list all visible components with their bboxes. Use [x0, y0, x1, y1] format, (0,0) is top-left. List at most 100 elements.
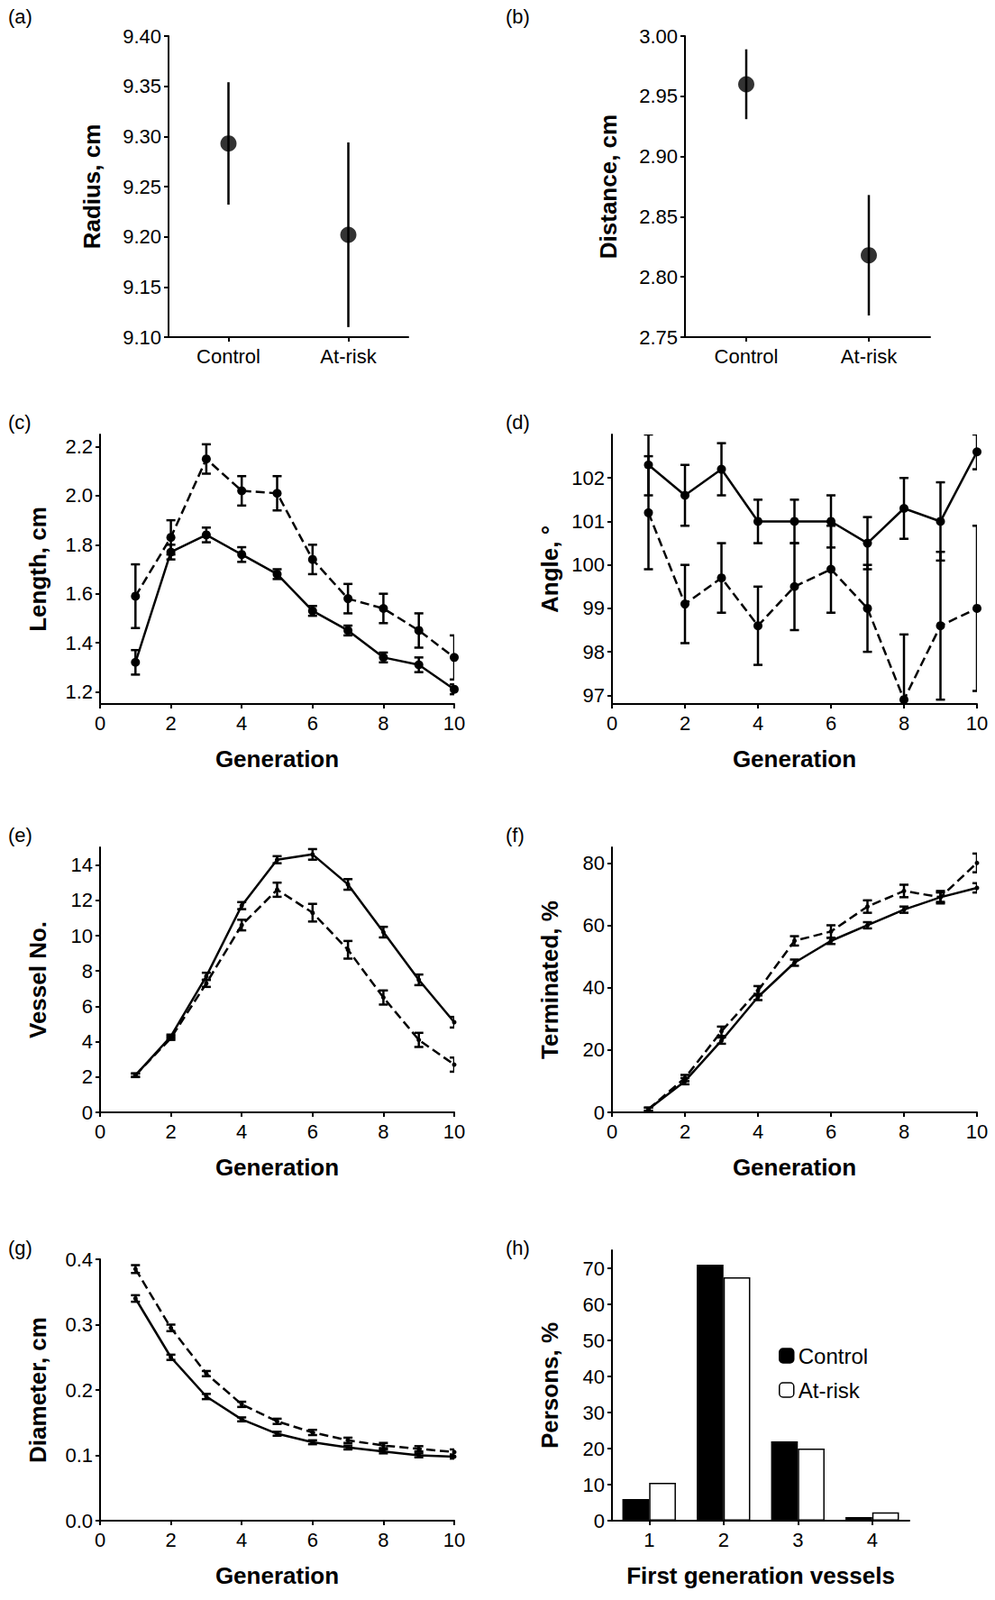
svg-text:12: 12 [71, 888, 93, 912]
svg-text:2.2: 2.2 [64, 435, 93, 458]
svg-text:0: 0 [593, 1509, 605, 1533]
svg-text:0: 0 [606, 1120, 618, 1143]
svg-text:2: 2 [82, 1065, 93, 1088]
svg-text:At-risk: At-risk [840, 345, 898, 368]
svg-text:4: 4 [236, 1528, 247, 1552]
svg-text:Control: Control [798, 1343, 868, 1369]
svg-text:9.20: 9.20 [122, 225, 162, 248]
svg-text:9.40: 9.40 [122, 25, 162, 48]
svg-text:3.00: 3.00 [638, 25, 678, 48]
svg-text:At-risk: At-risk [319, 345, 377, 368]
svg-text:20: 20 [583, 1437, 605, 1461]
svg-text:1.4: 1.4 [64, 631, 93, 655]
svg-text:Diameter, cm: Diameter, cm [24, 1316, 52, 1463]
svg-text:2: 2 [679, 712, 691, 735]
svg-text:(a): (a) [8, 5, 33, 28]
svg-text:0: 0 [94, 1120, 106, 1143]
svg-text:Vessel No.: Vessel No. [24, 921, 52, 1039]
svg-text:First generation vessels: First generation vessels [626, 1561, 895, 1589]
svg-text:8: 8 [898, 1120, 910, 1143]
svg-text:0.1: 0.1 [64, 1443, 93, 1467]
svg-text:6: 6 [307, 1528, 319, 1552]
svg-text:0: 0 [94, 712, 106, 735]
svg-text:1.2: 1.2 [64, 680, 93, 703]
svg-text:Distance, cm: Distance, cm [594, 114, 622, 259]
svg-text:0: 0 [593, 1101, 605, 1124]
svg-text:2.80: 2.80 [638, 265, 678, 289]
svg-text:8: 8 [377, 1120, 389, 1143]
svg-text:3: 3 [792, 1528, 804, 1552]
svg-text:50: 50 [583, 1329, 605, 1352]
svg-text:Control: Control [196, 345, 261, 368]
svg-text:(c): (c) [8, 410, 32, 434]
svg-text:0.4: 0.4 [64, 1248, 93, 1271]
svg-text:10: 10 [443, 712, 466, 735]
svg-text:4: 4 [82, 1030, 93, 1053]
svg-text:Generation: Generation [215, 1561, 339, 1589]
svg-text:2: 2 [679, 1120, 691, 1143]
svg-text:9.35: 9.35 [122, 74, 162, 98]
svg-text:Radius, cm: Radius, cm [78, 124, 106, 250]
svg-text:Generation: Generation [215, 745, 339, 773]
svg-text:Generation: Generation [732, 1153, 857, 1181]
svg-text:2.90: 2.90 [638, 145, 678, 168]
svg-text:Persons, %: Persons, % [536, 1322, 564, 1449]
svg-text:40: 40 [583, 976, 605, 999]
svg-text:8: 8 [377, 712, 389, 735]
svg-text:80: 80 [583, 851, 605, 875]
svg-text:2: 2 [164, 1528, 176, 1552]
svg-text:Length, cm: Length, cm [24, 506, 52, 632]
svg-text:14: 14 [71, 853, 93, 877]
svg-text:6: 6 [825, 712, 837, 735]
svg-text:2.95: 2.95 [638, 84, 678, 108]
svg-text:Generation: Generation [215, 1153, 339, 1181]
svg-text:(d): (d) [505, 410, 530, 434]
svg-text:4: 4 [236, 712, 247, 735]
svg-text:9.15: 9.15 [122, 275, 162, 299]
svg-text:4: 4 [867, 1528, 878, 1552]
svg-text:10: 10 [443, 1528, 466, 1552]
svg-text:20: 20 [583, 1038, 605, 1061]
svg-text:6: 6 [307, 1120, 319, 1143]
svg-text:(f): (f) [505, 823, 525, 847]
svg-text:10: 10 [71, 924, 93, 948]
svg-text:2.75: 2.75 [638, 326, 678, 349]
svg-text:101: 101 [571, 510, 605, 533]
svg-text:(e): (e) [8, 823, 33, 847]
svg-text:30: 30 [583, 1401, 605, 1425]
svg-text:Angle, °: Angle, ° [536, 525, 564, 613]
svg-text:6: 6 [825, 1120, 837, 1143]
svg-text:9.30: 9.30 [122, 125, 162, 148]
svg-text:Control: Control [714, 345, 779, 368]
svg-text:Generation: Generation [732, 745, 857, 773]
svg-text:60: 60 [583, 1293, 605, 1316]
svg-text:2.0: 2.0 [64, 483, 93, 507]
svg-text:97: 97 [583, 684, 605, 707]
svg-text:(b): (b) [505, 5, 530, 28]
svg-text:1.8: 1.8 [64, 533, 93, 557]
svg-text:10: 10 [966, 1120, 988, 1143]
svg-text:(g): (g) [8, 1236, 33, 1260]
svg-text:100: 100 [571, 553, 605, 576]
svg-text:2: 2 [164, 712, 176, 735]
svg-text:10: 10 [443, 1120, 466, 1143]
svg-text:4: 4 [752, 1120, 764, 1143]
svg-text:(h): (h) [505, 1236, 530, 1260]
svg-text:0.0: 0.0 [64, 1509, 93, 1533]
svg-text:4: 4 [236, 1120, 247, 1143]
svg-text:70: 70 [583, 1257, 605, 1280]
svg-text:40: 40 [583, 1365, 605, 1388]
svg-text:9.10: 9.10 [122, 326, 162, 349]
svg-text:6: 6 [82, 995, 93, 1018]
svg-text:9.25: 9.25 [122, 175, 162, 199]
svg-text:0: 0 [94, 1528, 106, 1552]
svg-text:8: 8 [898, 712, 910, 735]
svg-text:6: 6 [307, 712, 319, 735]
svg-text:0.2: 0.2 [64, 1378, 93, 1402]
svg-text:8: 8 [377, 1528, 389, 1552]
svg-text:At-risk: At-risk [798, 1378, 861, 1403]
svg-text:10: 10 [583, 1473, 605, 1497]
svg-text:2.85: 2.85 [638, 205, 678, 229]
svg-text:1.6: 1.6 [64, 582, 93, 605]
svg-text:1: 1 [643, 1528, 655, 1552]
